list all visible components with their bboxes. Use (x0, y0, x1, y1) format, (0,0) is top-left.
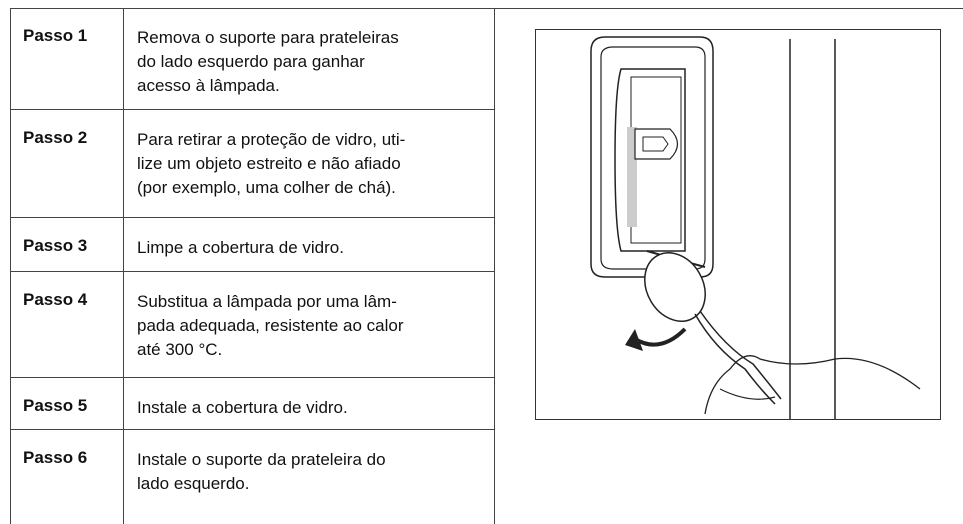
step-label: Passo 1 (23, 26, 88, 45)
column-divider (494, 8, 495, 524)
step-row: Passo 2 Para retirar a proteção de vidro,… (10, 110, 494, 218)
column-divider (123, 8, 124, 524)
step-row: Passo 1 Remova o suporte para prateleiras… (10, 8, 494, 110)
step-row: Passo 5 Instale a cobertura de vidro. (10, 378, 494, 430)
step-row: Passo 6 Instale o suporte da prateleira d… (10, 430, 494, 523)
step-label: Passo 5 (23, 396, 88, 415)
illustration (535, 29, 941, 420)
text-line: Instale a cobertura de vidro. (137, 398, 348, 417)
text-line: do lado esquerdo para ganhar (137, 52, 365, 71)
text-line: Para retirar a proteção de vidro, uti- (137, 130, 406, 149)
step-label: Passo 6 (23, 448, 88, 467)
text-line: acesso à lâmpada. (137, 76, 280, 95)
text-line: lize um objeto estreito e não afiado (137, 154, 401, 173)
step-text: Para retirar a proteção de vidro, uti-li… (137, 128, 405, 200)
step-text: Instale o suporte da prateleira do lado e… (137, 448, 386, 496)
table-top-border (10, 8, 963, 9)
step-text: Substitua a lâmpada por uma lâm-pada ade… (137, 290, 404, 362)
step-row: Passo 4 Substitua a lâmpada por uma lâm-p… (10, 272, 494, 378)
text-line: Limpe a cobertura de vidro. (137, 238, 344, 257)
step-label: Passo 4 (23, 290, 88, 309)
text-line: pada adequada, resistente ao calor (137, 316, 404, 335)
step-label: Passo 3 (23, 236, 88, 255)
text-line: (por exemplo, uma colher de chá). (137, 178, 396, 197)
step-text: Limpe a cobertura de vidro. (137, 236, 344, 260)
text-line: Remova o suporte para prateleiras (137, 28, 399, 47)
table-border (10, 8, 11, 524)
text-line: Substitua a lâmpada por uma lâm- (137, 292, 397, 311)
text-line: até 300 °C. (137, 340, 223, 359)
step-text: Remova o suporte para prateleiras do lado… (137, 26, 399, 98)
step-text: Instale a cobertura de vidro. (137, 396, 348, 420)
step-label: Passo 2 (23, 128, 88, 147)
step-row: Passo 3 Limpe a cobertura de vidro. (10, 218, 494, 272)
text-line: Instale o suporte da prateleira do (137, 450, 386, 469)
text-line: lado esquerdo. (137, 474, 250, 493)
